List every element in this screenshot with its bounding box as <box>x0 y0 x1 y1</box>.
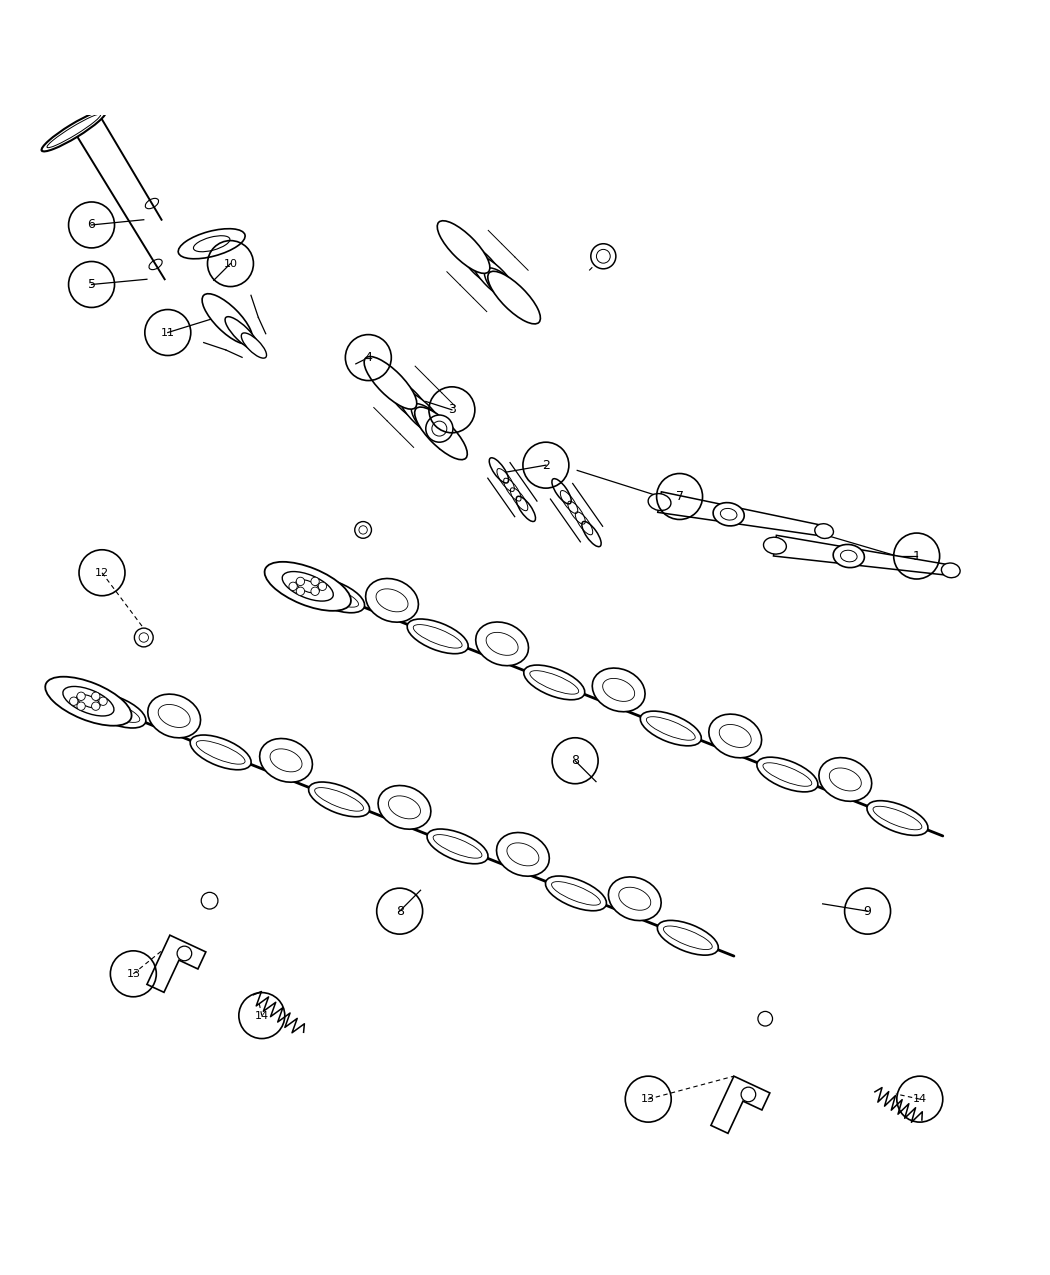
Circle shape <box>591 244 616 269</box>
Polygon shape <box>657 492 825 537</box>
Text: 1: 1 <box>912 550 921 562</box>
Ellipse shape <box>303 578 364 613</box>
Text: 11: 11 <box>161 328 174 338</box>
Ellipse shape <box>282 571 333 601</box>
Text: 14: 14 <box>255 1011 269 1020</box>
Ellipse shape <box>657 921 718 955</box>
Circle shape <box>426 416 453 442</box>
Ellipse shape <box>942 564 960 578</box>
Circle shape <box>289 583 297 590</box>
Circle shape <box>296 578 304 585</box>
Circle shape <box>318 583 327 590</box>
Ellipse shape <box>378 785 430 829</box>
Text: 6: 6 <box>87 218 96 232</box>
Ellipse shape <box>372 363 418 409</box>
Ellipse shape <box>640 711 701 746</box>
Ellipse shape <box>757 757 818 792</box>
Ellipse shape <box>517 496 536 521</box>
Text: 8: 8 <box>396 905 403 918</box>
Ellipse shape <box>259 738 313 782</box>
Ellipse shape <box>476 622 528 666</box>
Ellipse shape <box>552 478 571 504</box>
Ellipse shape <box>407 618 468 654</box>
Ellipse shape <box>471 255 518 301</box>
Ellipse shape <box>45 677 131 725</box>
Circle shape <box>741 1088 756 1102</box>
Ellipse shape <box>178 228 245 259</box>
Ellipse shape <box>524 666 585 700</box>
Circle shape <box>99 697 107 705</box>
Ellipse shape <box>148 694 201 738</box>
Polygon shape <box>147 935 206 992</box>
Ellipse shape <box>484 268 530 314</box>
Ellipse shape <box>77 695 100 708</box>
Circle shape <box>91 703 100 710</box>
Ellipse shape <box>193 236 230 251</box>
Ellipse shape <box>834 544 864 567</box>
Polygon shape <box>774 536 951 575</box>
Ellipse shape <box>85 694 146 728</box>
Ellipse shape <box>444 228 490 274</box>
Circle shape <box>69 697 78 705</box>
Ellipse shape <box>309 782 370 817</box>
Text: 8: 8 <box>571 755 580 768</box>
Ellipse shape <box>202 293 253 344</box>
Ellipse shape <box>427 829 488 863</box>
Ellipse shape <box>458 241 504 287</box>
Ellipse shape <box>709 714 761 757</box>
Ellipse shape <box>489 458 508 483</box>
Circle shape <box>91 692 100 700</box>
Ellipse shape <box>412 404 458 450</box>
Ellipse shape <box>384 377 430 423</box>
Circle shape <box>177 946 192 961</box>
Ellipse shape <box>497 833 549 876</box>
Ellipse shape <box>545 876 607 910</box>
Ellipse shape <box>815 524 834 538</box>
Ellipse shape <box>33 38 98 78</box>
Ellipse shape <box>265 562 351 611</box>
Ellipse shape <box>592 668 645 711</box>
Circle shape <box>134 629 153 646</box>
Text: 13: 13 <box>126 969 141 979</box>
Ellipse shape <box>225 316 259 351</box>
Ellipse shape <box>437 221 490 273</box>
Ellipse shape <box>398 390 444 436</box>
Circle shape <box>77 692 85 700</box>
Ellipse shape <box>582 521 602 547</box>
Ellipse shape <box>648 493 671 510</box>
Ellipse shape <box>867 801 928 835</box>
Ellipse shape <box>364 357 417 409</box>
Text: 3: 3 <box>448 403 456 417</box>
Ellipse shape <box>42 111 106 152</box>
Circle shape <box>77 703 85 710</box>
Ellipse shape <box>365 579 418 622</box>
Circle shape <box>311 586 319 595</box>
Circle shape <box>311 578 319 585</box>
Text: 13: 13 <box>642 1094 655 1104</box>
Ellipse shape <box>242 333 267 358</box>
Text: 7: 7 <box>675 490 684 504</box>
Ellipse shape <box>296 580 319 593</box>
Text: 9: 9 <box>864 905 872 918</box>
Circle shape <box>202 892 218 909</box>
Circle shape <box>296 586 304 595</box>
Ellipse shape <box>190 734 251 770</box>
Polygon shape <box>711 1076 770 1133</box>
Text: 10: 10 <box>224 259 237 269</box>
Text: 2: 2 <box>542 459 550 472</box>
Ellipse shape <box>63 686 114 717</box>
Text: 4: 4 <box>364 351 373 365</box>
Ellipse shape <box>488 272 541 324</box>
Text: 5: 5 <box>87 278 96 291</box>
Circle shape <box>758 1011 773 1026</box>
Ellipse shape <box>608 877 662 921</box>
Ellipse shape <box>819 757 871 801</box>
Ellipse shape <box>763 537 786 555</box>
Circle shape <box>355 521 372 538</box>
Text: 14: 14 <box>912 1094 927 1104</box>
Text: 12: 12 <box>94 567 109 578</box>
Ellipse shape <box>415 407 467 460</box>
Ellipse shape <box>713 502 744 525</box>
